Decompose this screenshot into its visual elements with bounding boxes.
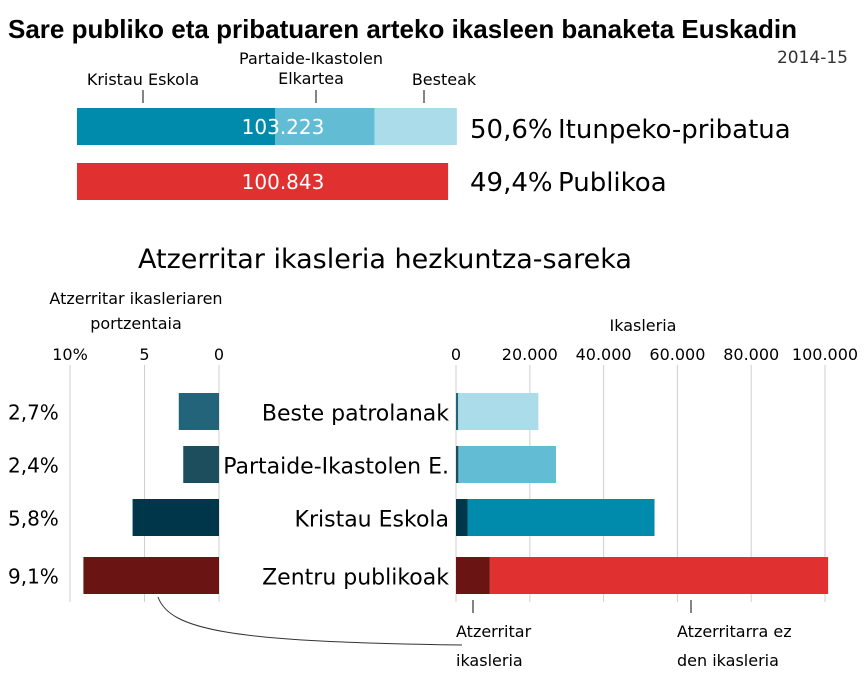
left-tick-label: 5 bbox=[139, 345, 149, 364]
private-label: Itunpeko-pribatua bbox=[558, 115, 791, 145]
bar-private-besteak bbox=[374, 108, 457, 145]
annotation-connector bbox=[157, 596, 463, 646]
percent-label: 2,4% bbox=[8, 454, 59, 478]
percent-label: 2,7% bbox=[8, 401, 59, 425]
foreign-students-bar bbox=[456, 557, 490, 594]
left-tick-label: 10% bbox=[52, 345, 88, 364]
bottom-bars: 2,7% Beste patrolanak 2,4% Partaide-Ikastol… bbox=[8, 393, 829, 594]
right-axis-title: Ikasleria bbox=[610, 316, 677, 335]
note-native-line1: Atzerritarra ez bbox=[677, 622, 792, 641]
percent-bar bbox=[83, 557, 219, 594]
bar-private-kristau-eskola bbox=[77, 108, 275, 145]
native-students-bar bbox=[489, 557, 829, 594]
native-students-bar bbox=[458, 446, 556, 483]
note-foreign-line2: ikasleria bbox=[456, 651, 523, 670]
private-share: 50,6% bbox=[470, 115, 553, 145]
category-label: Partaide-Ikastolen E. bbox=[223, 455, 449, 480]
percent-label: 9,1% bbox=[8, 565, 59, 589]
chart-subtitle: 2014-15 bbox=[777, 48, 848, 68]
bar-private-partaide-ikastolen bbox=[274, 108, 375, 145]
left-axis-title-line1: Atzerritar ikasleriaren bbox=[49, 289, 222, 308]
section-title: Atzerritar ikasleria hezkuntza-sareka bbox=[138, 244, 632, 275]
percent-bar bbox=[178, 393, 219, 430]
category-label: Beste patrolanak bbox=[262, 402, 449, 427]
top-stacked-bars: Kristau Eskola Partaide-Ikastolen Elkart… bbox=[77, 49, 791, 200]
right-tick-label: 40.000 bbox=[576, 345, 632, 364]
public-total-label: 100.843 bbox=[242, 170, 325, 194]
note-foreign-line1: Atzerritar bbox=[456, 622, 532, 641]
right-tick-label: 60.000 bbox=[649, 345, 705, 364]
right-tick-label: 20.000 bbox=[502, 345, 558, 364]
foreign-students-bar bbox=[456, 499, 468, 536]
foreign-students-bar bbox=[456, 446, 459, 483]
right-tick-label: 80.000 bbox=[723, 345, 779, 364]
percent-bar bbox=[183, 446, 219, 483]
bar-public bbox=[77, 163, 449, 200]
annotations: Atzerritar ikasleria Atzerritarra ez den… bbox=[157, 596, 792, 670]
segment-label-besteak: Besteak bbox=[412, 70, 477, 89]
left-axis-ticks: 10% 5 0 bbox=[52, 345, 224, 364]
note-native-line2: den ikasleria bbox=[677, 651, 779, 670]
segment-label-partaide-line1: Partaide-Ikastolen bbox=[239, 49, 383, 68]
segment-label-partaide-line2: Elkartea bbox=[278, 69, 344, 88]
category-label: Zentru publikoak bbox=[262, 566, 449, 591]
percent-label: 5,8% bbox=[8, 507, 59, 531]
right-axis-ticks: 0 20.000 40.000 60.000 80.000 100.000 bbox=[451, 345, 858, 364]
chart-title: Sare publiko eta pribatuaren arteko ikas… bbox=[8, 14, 797, 44]
left-axis-title-line2: portzentaia bbox=[90, 314, 182, 333]
left-tick-label: 0 bbox=[214, 345, 224, 364]
percent-bar bbox=[132, 499, 219, 536]
public-label: Publikoa bbox=[558, 168, 667, 198]
segment-label-kristau: Kristau Eskola bbox=[87, 70, 199, 89]
native-students-bar bbox=[467, 499, 655, 536]
native-students-bar bbox=[458, 393, 539, 430]
foreign-students-bar bbox=[456, 393, 459, 430]
right-tick-label: 100.000 bbox=[792, 345, 858, 364]
right-tick-label: 0 bbox=[451, 345, 461, 364]
public-share: 49,4% bbox=[470, 168, 553, 198]
category-label: Kristau Eskola bbox=[295, 508, 449, 533]
private-total-label: 103.223 bbox=[242, 115, 325, 139]
